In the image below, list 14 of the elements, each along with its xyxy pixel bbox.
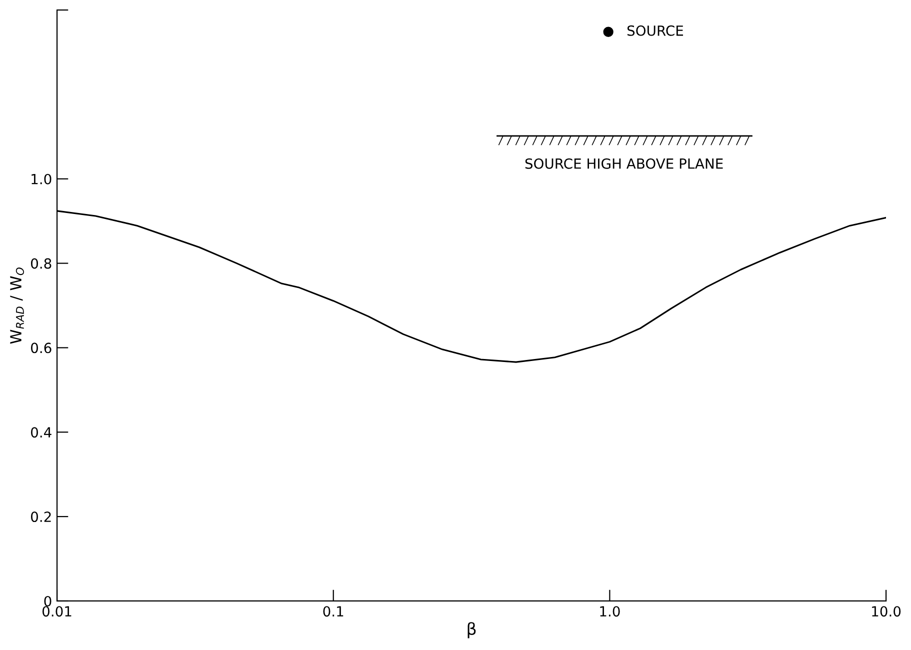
y-axis-title: W$_{RAD}$ / W$_{O}$ [10, 268, 24, 344]
y-tick-label: 0.8 [30, 258, 52, 269]
x-axis-title: β [468, 622, 476, 638]
annotation: SOURCE [627, 25, 684, 36]
annotation: SOURCE HIGH ABOVE PLANE [525, 158, 723, 169]
y-tick-label: 1.0 [32, 174, 52, 184]
x-tick-label: 10.0 [872, 606, 901, 617]
y-tick-label: 0.4 [30, 427, 52, 438]
x-tick-label: 0.1 [323, 606, 344, 617]
y-tick-label: 0.2 [30, 512, 51, 522]
y-tick-label: 0.6 [30, 342, 52, 354]
y-tick-label: 0 [44, 596, 52, 606]
x-tick-label: 1.0 [600, 606, 620, 617]
x-tick-label: 0.01 [42, 606, 72, 617]
